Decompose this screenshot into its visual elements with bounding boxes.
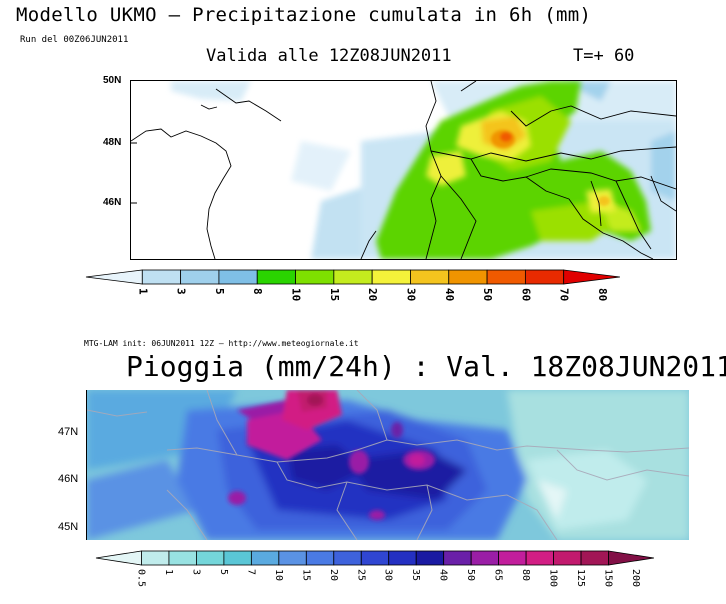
colorbar-tick-label: 8	[251, 288, 264, 295]
colorbar-cell	[180, 269, 220, 285]
colorbar-cell	[580, 550, 609, 566]
colorbar-tick-label: 150	[603, 569, 614, 587]
colorbar-tick-label: 1	[136, 288, 149, 295]
colorbar-tick-label: 10	[273, 569, 284, 581]
colorbar-cell	[333, 550, 362, 566]
colorbar-tick-label: 7	[245, 569, 256, 575]
colorbar-tick-label: 30	[383, 569, 394, 581]
colorbar-tick-label: 50	[465, 569, 476, 581]
bottom-lat-label-45n: 45N	[58, 521, 79, 533]
colorbar-cell	[305, 550, 335, 566]
bottom-map-title: Pioggia (mm/24h) : Val. 18Z08JUN2011	[126, 350, 726, 383]
colorbar-tick-label: 80	[596, 288, 609, 301]
colorbar-tick-label: 20	[328, 569, 339, 581]
colorbar-tick-label: 25	[355, 569, 366, 581]
colorbar-cell	[371, 269, 411, 285]
colorbar-tick-label: 1	[163, 569, 174, 575]
top-run-label: Run del 00Z06JUN2011	[20, 35, 129, 45]
top-lat-label-46n: 46N	[103, 197, 122, 208]
colorbar-tick-label: 3	[190, 569, 201, 575]
colorbar-tick-label: 70	[558, 288, 571, 301]
top-colorbar: 1 3 5 8 10 15 20 30 40 50 60 70 80	[80, 268, 621, 316]
colorbar-tick-label: 50	[481, 288, 494, 301]
colorbar-cell	[563, 269, 621, 285]
colorbar-cell	[85, 269, 143, 285]
top-forecast-step: T=+ 60	[573, 46, 635, 66]
colorbar-tick-label: 125	[575, 569, 586, 587]
colorbar-cell	[250, 550, 280, 566]
colorbar-cell	[410, 269, 450, 285]
colorbar-cell	[553, 550, 582, 566]
colorbar-tick-label: 3	[175, 288, 188, 295]
colorbar-tick-label: 40	[443, 288, 456, 301]
colorbar-cell	[470, 550, 500, 566]
colorbar-cell	[218, 269, 258, 285]
colorbar-cell	[223, 550, 252, 566]
colorbar-cell	[196, 550, 225, 566]
colorbar-tick-label: 35	[410, 569, 421, 581]
bottom-colorbar: 0.5 1 3 5 7 10 15 20 25 30 35 40 50 65 80 100 125 150 200	[84, 548, 655, 600]
colorbar-cell	[295, 269, 335, 285]
top-lat-label-50n: 50N	[103, 75, 122, 86]
top-valid-time: Valida alle 12Z08JUN2011	[206, 46, 452, 66]
colorbar-tick-label: 65	[493, 569, 504, 581]
bottom-lat-label-46n: 46N	[58, 473, 79, 485]
colorbar-tick-label: 40	[438, 569, 449, 581]
colorbar-cell	[524, 269, 565, 285]
colorbar-cell	[498, 550, 527, 566]
colorbar-tick-label: 80	[520, 569, 531, 581]
colorbar-tick-label: 60	[519, 288, 532, 301]
colorbar-tick-label: 5	[213, 288, 226, 295]
top-lat-label-48n: 48N	[103, 137, 122, 148]
colorbar-tick-label: 30	[404, 288, 417, 301]
colorbar-cell	[415, 550, 445, 566]
colorbar-cell	[333, 269, 373, 285]
colorbar-cell	[360, 550, 390, 566]
colorbar-cell	[608, 550, 655, 566]
colorbar-cell	[486, 269, 526, 285]
colorbar-cell	[168, 550, 197, 566]
colorbar-cell	[388, 550, 417, 566]
colorbar-cell	[443, 550, 472, 566]
colorbar-cell	[256, 269, 296, 285]
colorbar-tick-label: 5	[218, 569, 229, 575]
colorbar-tick-label: 15	[328, 288, 341, 301]
colorbar-tick-label: 200	[630, 569, 641, 587]
colorbar-cell	[278, 550, 307, 566]
colorbar-cell	[141, 550, 170, 566]
colorbar-cell	[448, 269, 488, 285]
bottom-rainfall-map	[86, 390, 689, 540]
colorbar-tick-label: 100	[548, 569, 559, 587]
colorbar-cell	[525, 550, 554, 566]
colorbar-tick-label: 10	[290, 288, 303, 301]
bottom-lat-label-47n: 47N	[58, 426, 79, 438]
colorbar-cell	[95, 550, 142, 566]
colorbar-tick-label: 20	[366, 288, 379, 301]
colorbar-cell	[141, 269, 182, 285]
bottom-source-label: MTG-LAM init: 06JUN2011 12Z – http://www…	[84, 339, 359, 348]
colorbar-tick-label: 15	[300, 569, 311, 581]
top-map-title: Modello UKMO – Precipitazione cumulata i…	[16, 4, 592, 26]
top-precipitation-map	[130, 80, 677, 260]
colorbar-tick-label: 0.5	[135, 569, 146, 587]
